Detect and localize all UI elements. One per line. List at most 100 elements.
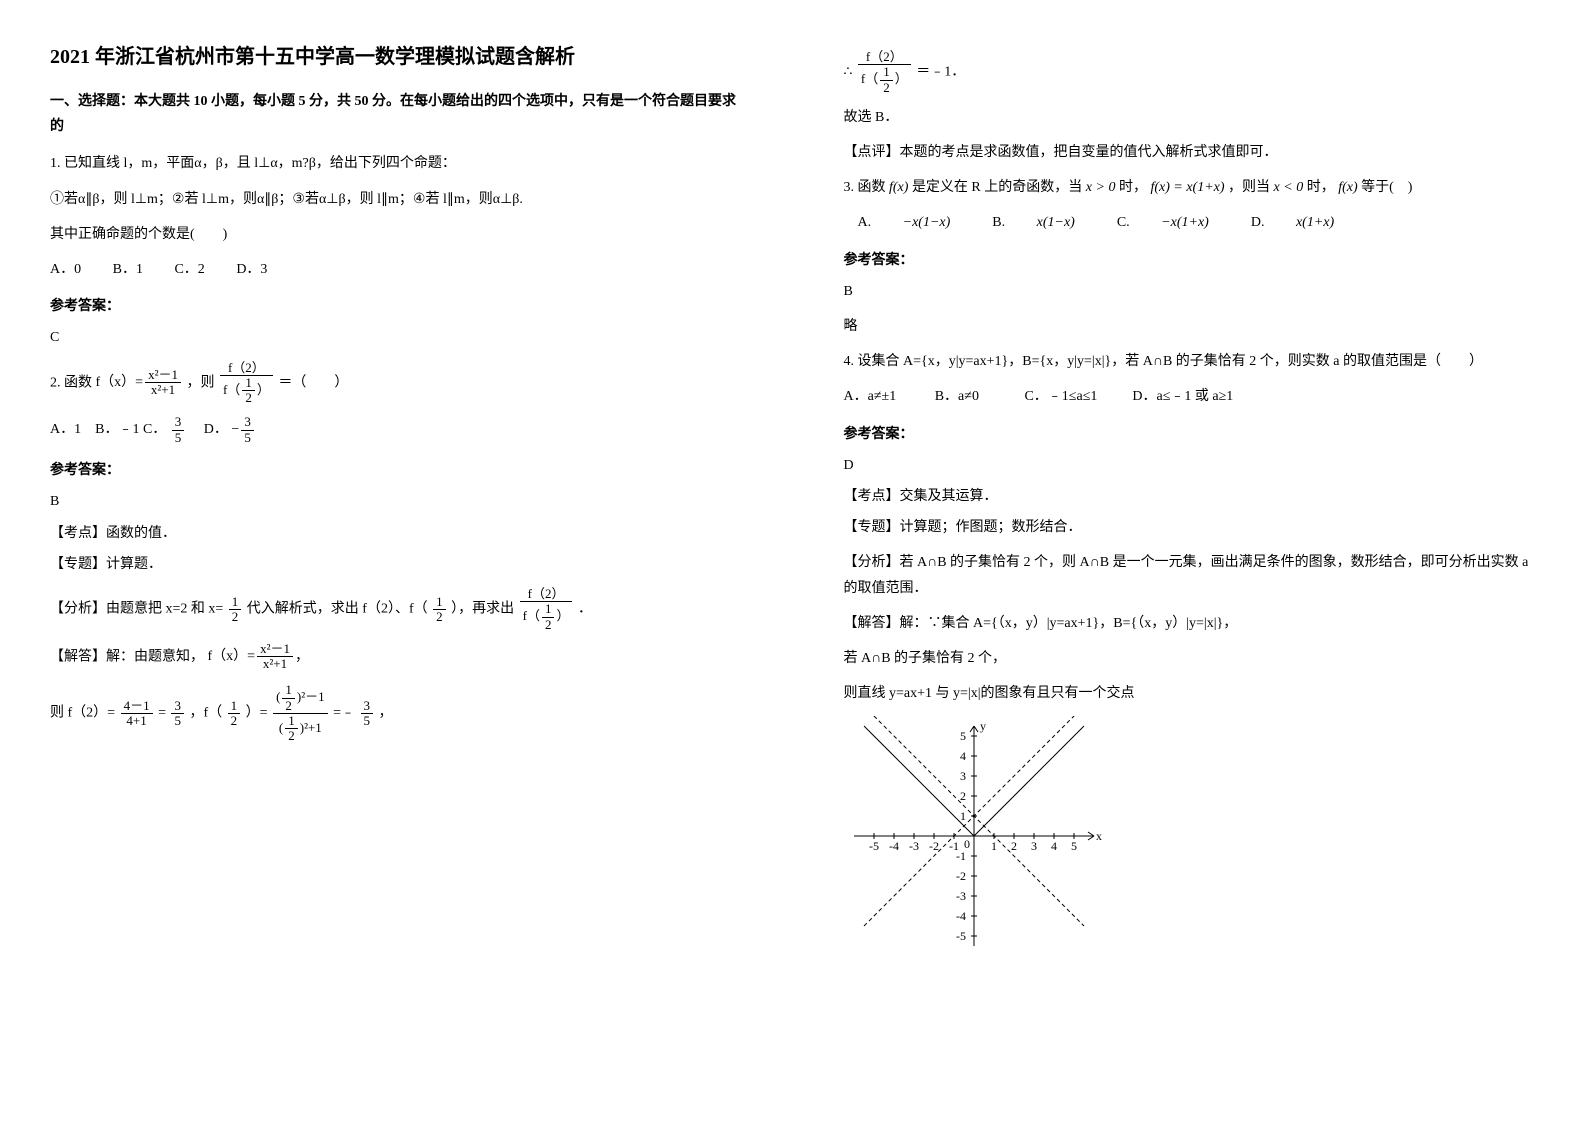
q3-choices: A. −x(1−x) B. x(1−x) C. −x(1+x) D. x(1+x… xyxy=(844,210,1538,235)
q3-m4: 时， xyxy=(1307,180,1335,195)
jd2e: =﹣ xyxy=(333,706,355,721)
answer-label-2: 参考答案： xyxy=(50,458,744,483)
fx-pre-text: 【分析】由题意把 x=2 和 x= xyxy=(50,602,223,617)
hsq-dp: ( xyxy=(279,720,283,735)
hi3n: 1 xyxy=(880,65,893,80)
q3-lve: 略 xyxy=(844,314,1538,339)
h4d: 2 xyxy=(228,714,241,728)
half-inner-2: 12 xyxy=(542,602,555,632)
q4-cd: D．a≤﹣1 或 a≥1 xyxy=(1132,389,1233,404)
q3-lc: C. xyxy=(1117,215,1130,230)
q2-kaodian: 【考点】函数的值． xyxy=(50,521,744,546)
q3-pre: 3. 函数 xyxy=(844,180,886,195)
svg-text:-2: -2 xyxy=(956,869,966,883)
half-inner-3: 12 xyxy=(880,65,893,95)
svg-text:-1: -1 xyxy=(956,849,966,863)
half-num: 1 xyxy=(242,376,255,391)
tf-num2: 3 xyxy=(241,415,254,430)
half-4: 12 xyxy=(228,699,241,729)
q3-ca: −x(1−x) xyxy=(903,215,951,230)
svg-text:4: 4 xyxy=(1051,839,1057,853)
half-2: 12 xyxy=(229,595,242,625)
three-fifth-3: 35 xyxy=(361,699,374,729)
ratio-num-3: f（2） xyxy=(858,50,911,65)
svg-text:2: 2 xyxy=(1011,839,1017,853)
fx-expr: f（x）=x²－1x²+1 xyxy=(96,368,183,399)
jd-pre: 【解答】解：由题意知， xyxy=(50,649,204,664)
q4-fenxi: 【分析】若 A∩B 的子集恰有 2 个，则 A∩B 是一个一元集，画出满足条件的… xyxy=(844,550,1538,600)
therefore-sym: ∴ xyxy=(844,65,853,80)
fx-pre: f（x）= xyxy=(96,375,144,390)
tf-num: 3 xyxy=(172,415,185,430)
svg-text:-2: -2 xyxy=(929,839,939,853)
ratio-den: f（12） xyxy=(220,376,273,406)
q2-guxuan: 故选 B． xyxy=(844,105,1538,130)
tf-den2: 5 xyxy=(241,431,254,445)
ratio-frac: f（2） f（12） xyxy=(220,361,273,406)
svg-text:-3: -3 xyxy=(956,889,966,903)
svg-text:-5: -5 xyxy=(956,929,966,943)
q1-ask: 其中正确命题的个数是( ) xyxy=(50,222,744,247)
q3-fxeq: f(x) = x(1+x) xyxy=(1150,180,1224,195)
ratio-num: f（2） xyxy=(220,361,273,376)
q3-xlt0: x < 0 xyxy=(1274,180,1304,195)
q2-choices: A．1 B．﹣1 C． 35 D． −35 xyxy=(50,415,744,446)
q3-cd: x(1+x) xyxy=(1296,215,1334,230)
fx-end: ． xyxy=(578,602,592,617)
q3-la: A. xyxy=(858,215,872,230)
half-den: 2 xyxy=(242,391,255,405)
q2-therefore: ∴ f（2） f（12） ＝﹣1． xyxy=(844,50,1538,95)
q2-fenxi: 【分析】由题意把 x=2 和 x= 12 代入解析式，求出 f（2）、f（ 12… xyxy=(50,587,744,632)
h2d: 2 xyxy=(229,610,242,624)
svg-text:3: 3 xyxy=(1031,839,1037,853)
den-pre: f（ xyxy=(223,382,240,397)
svg-text:1: 1 xyxy=(991,839,997,853)
q4-jd2: 若 A∩B 的子集恰有 2 个， xyxy=(844,646,1538,671)
q4-answer: D xyxy=(844,453,1538,478)
three-fifth-d: 35 xyxy=(241,415,254,445)
half-6: 12 xyxy=(285,714,298,744)
q1-props: ①若α∥β，则 l⊥m；②若 l⊥m，则α∥β；③若α⊥β，则 l∥m；④若 l… xyxy=(50,187,744,212)
h4n: 1 xyxy=(228,699,241,714)
q4-zhuanti: 【专题】计算题；作图题；数形结合． xyxy=(844,515,1538,540)
three-fifth-2: 35 xyxy=(171,699,184,729)
q1-choices: A．0 B．1 C．2 D．3 xyxy=(50,257,744,282)
svg-text:5: 5 xyxy=(960,729,966,743)
ratio-den-3: f（12） xyxy=(858,65,911,95)
jd2b: = xyxy=(158,706,166,721)
svg-text:-5: -5 xyxy=(869,839,879,853)
q3-answer: B xyxy=(844,279,1538,304)
q2-dianping: 【点评】本题的考点是求函数值，把自变量的值代入解析式求值即可． xyxy=(844,140,1538,165)
ratio-den-2: f（12） xyxy=(520,602,573,632)
hsq-den: (12)²+1 xyxy=(273,714,328,744)
hi2d: 2 xyxy=(542,618,555,632)
q4-stem: 4. 设集合 A={x，y|y=ax+1}，B={x，y|y=|x|}，若 A∩… xyxy=(844,349,1538,374)
q3-m1: 是定义在 R 上的奇函数，当 xyxy=(912,180,1086,195)
q3-cb: x(1−x) xyxy=(1037,215,1075,230)
q2-choice-d-pre: D． xyxy=(190,422,228,437)
q3-ld: D. xyxy=(1251,215,1265,230)
q4-kaodian: 【考点】交集及其运算． xyxy=(844,484,1538,509)
q1-choice-c: C．2 xyxy=(174,262,204,277)
svg-text:1: 1 xyxy=(960,809,966,823)
q4-ca: A．a≠±1 xyxy=(844,389,897,404)
svg-text:5: 5 xyxy=(1071,839,1077,853)
jd2a: 则 f（2）= xyxy=(50,706,115,721)
dpo3: ） xyxy=(895,71,908,86)
fx-den: x²+1 xyxy=(145,383,181,397)
answer-label-4: 参考答案： xyxy=(844,422,1538,447)
q4-jd3: 则直线 y=ax+1 与 y=|x|的图象有且只有一个交点 xyxy=(844,681,1538,706)
q3-m5: 等于( ) xyxy=(1361,180,1412,195)
ratio-frac-3: f（2） f（12） xyxy=(858,50,911,95)
q2-jieda-1: 【解答】解：由题意知， f（x）=x²－1x²+1 ， xyxy=(50,642,744,673)
dp2: f（ xyxy=(523,608,540,623)
hsq-dpo: )²+1 xyxy=(300,720,322,735)
svg-text:3: 3 xyxy=(960,769,966,783)
h2n: 1 xyxy=(229,595,242,610)
tf2n: 3 xyxy=(171,699,184,714)
q3-m2: 时， xyxy=(1119,180,1147,195)
hi3d: 2 xyxy=(880,81,893,95)
jd2c: ，f（ xyxy=(189,706,222,721)
tf-den: 5 xyxy=(172,431,185,445)
q4-choices: A．a≠±1 B．a≠0 C．﹣1≤a≤1 D．a≤﹣1 或 a≥1 xyxy=(844,384,1538,409)
